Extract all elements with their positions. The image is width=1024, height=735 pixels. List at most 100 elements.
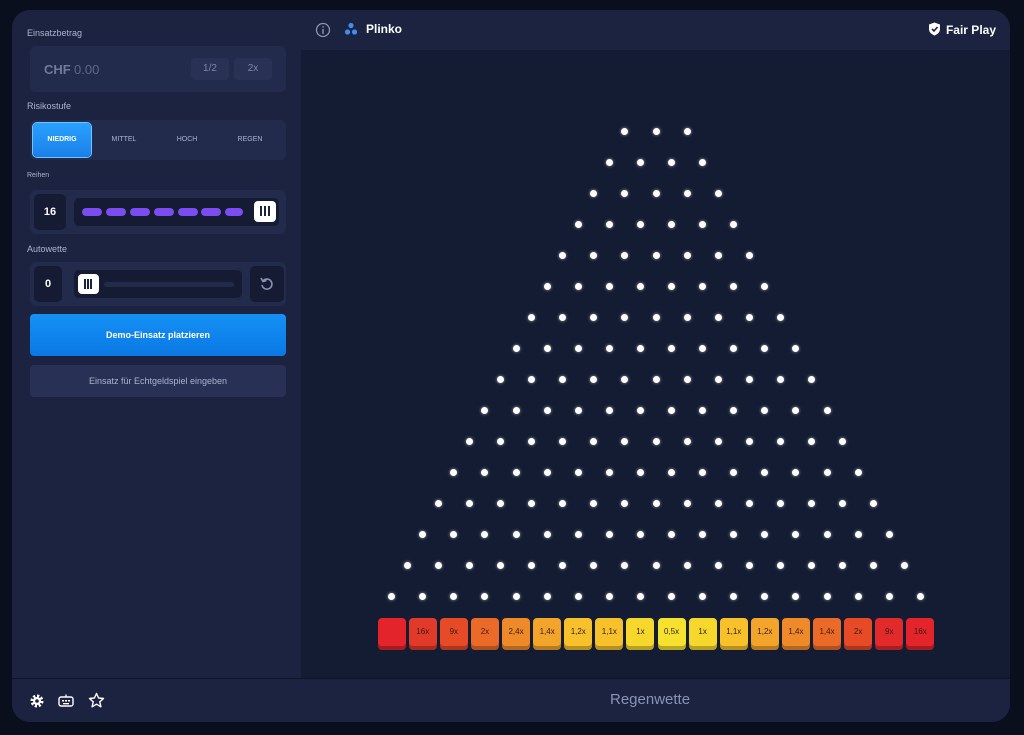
multiplier-bucket: 1,4x — [533, 618, 562, 650]
fair-play-button[interactable]: Fair Play — [928, 20, 996, 40]
multiplier-bucket: 9x — [439, 618, 468, 650]
peg — [683, 314, 691, 321]
peg — [714, 314, 722, 321]
peg — [528, 314, 536, 321]
multiplier-bucket: 1,1x — [595, 618, 624, 650]
double-bet-button[interactable]: 2x — [234, 58, 272, 80]
risk-low-button[interactable]: NIEDRIG — [33, 123, 91, 157]
peg — [699, 531, 707, 538]
settings-gear-icon[interactable] — [29, 693, 45, 709]
plinko-board: 16x 9x 2x 2,4x 1,4x 1,2x 1,1x 1x 0,5x 1x 1,1x 1,2x 1… — [301, 50, 1010, 678]
peg — [652, 438, 660, 445]
peg — [683, 376, 691, 383]
rows-slider-segment — [106, 208, 126, 216]
multiplier-bucket: 9x — [875, 618, 904, 650]
peg — [621, 438, 629, 445]
peg — [699, 593, 707, 600]
rows-label: Reihen — [27, 172, 50, 179]
peg — [590, 190, 598, 197]
rows-slider-segment — [82, 208, 102, 216]
peg — [699, 283, 707, 290]
peg — [590, 500, 598, 507]
peg — [465, 500, 473, 507]
shield-check-icon — [928, 22, 940, 36]
peg — [621, 376, 629, 383]
peg — [745, 376, 753, 383]
peg — [699, 469, 707, 476]
peg — [916, 593, 924, 600]
peg — [823, 593, 831, 600]
peg — [543, 345, 551, 352]
peg — [823, 531, 831, 538]
peg — [590, 314, 598, 321]
peg — [512, 593, 520, 600]
peg — [885, 531, 893, 538]
peg — [668, 221, 676, 228]
peg — [636, 283, 644, 290]
peg — [559, 562, 567, 569]
peg — [683, 128, 691, 135]
peg — [621, 190, 629, 197]
half-bet-button[interactable]: 1/2 — [191, 58, 229, 80]
peg — [450, 531, 458, 538]
keyboard-icon[interactable] — [58, 693, 74, 709]
peg — [497, 438, 504, 445]
peg — [730, 531, 738, 538]
peg — [761, 531, 769, 538]
peg — [761, 469, 769, 476]
rain-bet-label[interactable]: Regenwette — [610, 691, 691, 708]
peg — [839, 500, 847, 507]
rows-slider-track[interactable] — [74, 198, 279, 226]
peg — [388, 593, 396, 600]
multiplier-bucket: 1x — [626, 618, 655, 650]
rows-slider-segment — [154, 208, 174, 216]
peg — [605, 345, 613, 352]
peg — [792, 345, 800, 352]
peg — [668, 469, 676, 476]
star-favorite-icon[interactable] — [88, 692, 105, 709]
multiplier-bucket: 1x — [688, 618, 717, 650]
peg — [808, 438, 815, 445]
rows-slider-segment — [201, 208, 221, 216]
game-header: Plinko Fair Play — [301, 10, 1010, 51]
peg — [543, 531, 551, 538]
peg — [559, 500, 567, 507]
peg — [528, 562, 536, 569]
autobet-slider-handle[interactable] — [78, 274, 99, 294]
multiplier-bucket: 1,2x — [750, 618, 779, 650]
peg — [621, 314, 629, 321]
info-icon[interactable] — [315, 22, 331, 38]
peg — [559, 314, 567, 321]
peg — [605, 283, 613, 290]
peg — [636, 593, 644, 600]
risk-high-button[interactable]: HOCH — [176, 136, 198, 143]
peg — [605, 221, 613, 228]
peg — [854, 593, 862, 600]
peg — [652, 376, 660, 383]
peg — [419, 593, 427, 600]
peg — [419, 531, 427, 538]
peg — [870, 562, 878, 569]
peg — [636, 221, 644, 228]
peg — [808, 500, 815, 507]
peg — [652, 314, 660, 321]
risk-rain-button[interactable]: REGEN — [237, 136, 263, 143]
peg — [730, 469, 738, 476]
sidebar: Einsatzbetrag CHF 0.00 1/2 2x Risikostuf… — [12, 10, 301, 678]
peg — [512, 345, 520, 352]
peg — [714, 438, 722, 445]
risk-medium-button[interactable]: MITTEL — [111, 136, 137, 143]
real-money-bet-button[interactable]: Einsatz für Echtgeldspiel eingeben — [30, 365, 286, 397]
rows-slider-handle[interactable] — [254, 201, 276, 222]
peg — [870, 500, 878, 507]
peg — [699, 221, 707, 228]
peg — [621, 128, 629, 135]
peg — [497, 500, 504, 507]
multiplier-bucket: 1,4x — [813, 618, 842, 650]
demo-bet-button[interactable]: Demo-Einsatz platzieren — [30, 314, 286, 356]
peg — [745, 314, 753, 321]
peg — [776, 562, 784, 569]
peg — [714, 190, 722, 197]
reset-button[interactable] — [250, 266, 284, 302]
multiplier-bucket: 1,1x — [719, 618, 748, 650]
